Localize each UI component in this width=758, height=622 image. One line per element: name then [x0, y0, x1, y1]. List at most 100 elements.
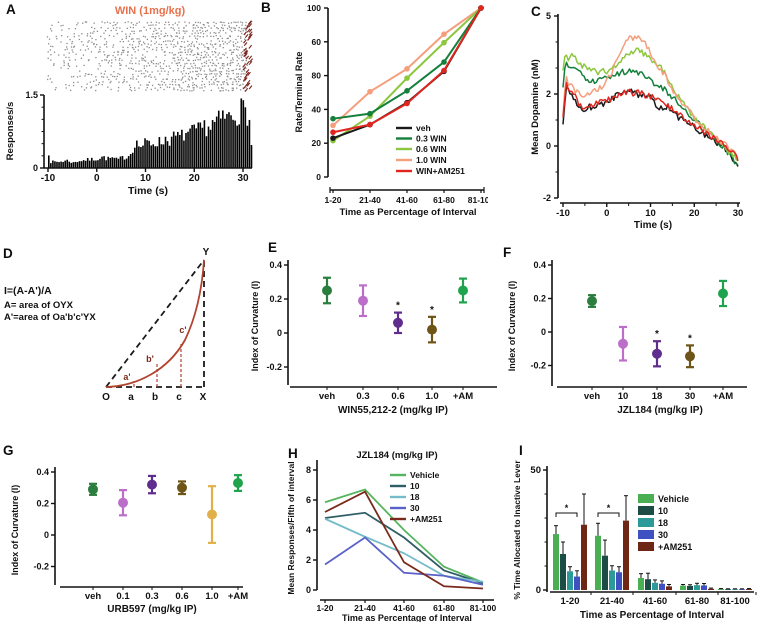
raster-dot — [245, 60, 247, 62]
raster-dot — [103, 73, 106, 75]
raster-dot — [113, 51, 115, 53]
histogram-bar — [123, 159, 126, 168]
raster-dot — [178, 37, 181, 39]
raster-dot — [122, 51, 125, 53]
raster-dot — [172, 78, 174, 81]
raster-dot — [112, 75, 114, 78]
raster-dot — [129, 26, 132, 28]
raster-dot — [66, 42, 68, 45]
raster-dot — [192, 87, 194, 89]
raster-dot — [200, 68, 202, 70]
legend-swatch-18 — [638, 518, 654, 527]
significance-bracket — [597, 512, 620, 517]
raster-dot — [195, 78, 197, 80]
raster-dot — [63, 64, 65, 67]
y-tick-label: 60 — [312, 37, 322, 47]
raster-dot — [203, 90, 205, 92]
raster-dot — [226, 27, 229, 30]
raster-dot — [47, 51, 49, 53]
raster-dot — [191, 49, 193, 51]
y-tick-label: 0 — [33, 163, 38, 173]
raster-dot — [205, 30, 207, 33]
raster-dot — [239, 54, 241, 56]
raster-dot — [229, 64, 232, 67]
raster-dot — [68, 28, 70, 30]
raster-event-mark — [248, 33, 252, 39]
raster-dot — [215, 32, 217, 34]
raster-dot — [206, 47, 209, 49]
raster-dot — [216, 59, 218, 61]
histogram-bar — [166, 141, 169, 168]
raster-dot — [222, 89, 224, 92]
raster-dot — [178, 84, 181, 86]
raster-dot — [176, 24, 179, 26]
raster-dot — [232, 69, 234, 72]
raster-dot — [70, 89, 72, 92]
raster-dot — [216, 73, 218, 75]
bar-30 — [659, 583, 665, 590]
raster-dot — [166, 78, 169, 80]
histogram-bar — [140, 146, 142, 168]
x-tick-label: -10 — [556, 208, 570, 219]
raster-dot — [113, 35, 115, 37]
raster-dot — [204, 54, 207, 56]
raster-dot — [197, 59, 199, 61]
raster-dot — [179, 51, 182, 53]
raster-dot — [67, 64, 70, 66]
raster-dot — [132, 78, 134, 80]
raster-dot — [204, 86, 206, 88]
raster-dot — [216, 84, 219, 86]
raster-dot — [65, 87, 67, 89]
raster-dot — [241, 70, 243, 72]
raster-dot — [230, 27, 233, 29]
raster-dot — [186, 89, 188, 91]
histogram-bar — [207, 126, 210, 168]
raster-dot — [49, 49, 52, 51]
raster-dot — [185, 25, 187, 27]
raster-dot — [233, 45, 235, 47]
raster-dot — [222, 67, 224, 69]
data-point — [118, 497, 128, 508]
raster-dot — [154, 43, 156, 45]
y-tick-label: -2 — [543, 193, 551, 203]
y-tick-label: 0 — [546, 141, 551, 151]
y-tick-label: 5 — [546, 11, 551, 21]
histogram-bar — [160, 144, 163, 168]
raster-dot — [135, 78, 138, 80]
raster-dot — [112, 44, 115, 46]
histogram-bar — [138, 146, 140, 168]
raster-dot — [171, 40, 174, 42]
raster-dot — [222, 47, 224, 49]
raster-dot — [236, 59, 238, 62]
x-tick-label: +AM — [713, 391, 733, 402]
raster-dot — [238, 78, 240, 80]
histogram-bar — [238, 124, 241, 168]
raster-dot — [136, 38, 138, 40]
raster-dot — [107, 62, 109, 64]
raster-event-mark — [242, 85, 247, 90]
raster-dot — [188, 79, 191, 81]
raster-event-mark — [243, 77, 248, 82]
raster-dot — [218, 32, 220, 34]
raster-dot — [182, 36, 185, 38]
raster-dot — [165, 21, 167, 23]
raster-dot — [132, 73, 134, 76]
raster-dot — [189, 67, 191, 70]
raster-dot — [233, 21, 235, 23]
raster-dot — [200, 54, 203, 57]
raster-dot — [184, 21, 186, 23]
raster-dot — [215, 34, 217, 37]
raster-dot — [162, 63, 165, 65]
raster-dot — [95, 56, 97, 59]
histogram-bar — [144, 138, 146, 168]
x-tick-label: 61-80 — [433, 195, 455, 205]
histogram-bar — [197, 122, 200, 168]
histogram-bar — [50, 163, 52, 168]
y-tick-label: 0 — [277, 328, 282, 338]
raster-dot — [173, 57, 176, 59]
y-tick-label: 0.4 — [533, 260, 546, 270]
raster-dot — [198, 73, 200, 75]
raster-dot — [212, 46, 214, 48]
raster-dot — [245, 49, 247, 51]
raster-dot — [143, 76, 146, 78]
